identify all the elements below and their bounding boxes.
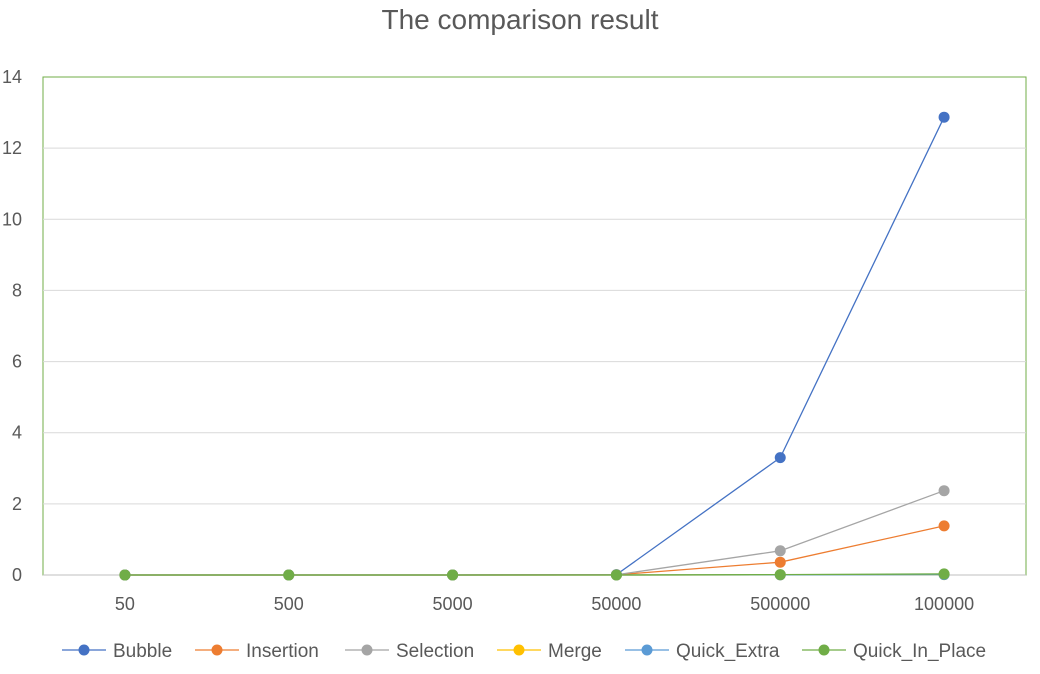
- legend-item-quick-extra: Quick_Extra: [625, 641, 780, 662]
- y-tick-label: 6: [12, 352, 22, 372]
- y-tick-label: 10: [2, 209, 22, 229]
- grid-layer: [42, 76, 1027, 576]
- legend-item-quick-in-place: Quick_In_Place: [802, 641, 986, 662]
- legend-marker: [211, 644, 223, 656]
- legend-marker: [361, 644, 373, 656]
- legend-item-insertion: Insertion: [195, 641, 319, 662]
- data-point: [938, 568, 950, 580]
- legend-item-bubble: Bubble: [62, 641, 172, 662]
- legend-label: Selection: [396, 641, 474, 662]
- axis-layer: 0 2 4 6 8 10 12 14 50 500 5000 50000 500000 100000: [2, 67, 1026, 614]
- x-tick-label: 100000: [914, 594, 974, 614]
- series-layer: [119, 111, 950, 581]
- y-tick-label: 8: [12, 280, 22, 300]
- y-tick-label: 14: [2, 67, 22, 87]
- legend-label: Merge: [548, 641, 602, 662]
- y-tick-label: 4: [12, 423, 22, 443]
- data-point: [774, 452, 786, 464]
- data-point: [774, 556, 786, 568]
- series-insertion: [119, 520, 950, 581]
- legend-label: Quick_In_Place: [853, 641, 986, 662]
- chart-title: The comparison result: [381, 4, 659, 35]
- x-tick-label: 50: [115, 594, 135, 614]
- x-tick-label: 500000: [750, 594, 810, 614]
- y-tick-label: 12: [2, 138, 22, 158]
- data-point: [938, 520, 950, 532]
- legend-marker: [818, 644, 830, 656]
- x-tick-label: 5000: [433, 594, 473, 614]
- data-point: [938, 111, 950, 123]
- legend-item-selection: Selection: [345, 641, 474, 662]
- series-line: [124, 116, 945, 576]
- data-point: [610, 569, 622, 581]
- legend-item-merge: Merge: [497, 641, 602, 662]
- data-point: [774, 545, 786, 557]
- series-line: [124, 573, 945, 576]
- legend-label: Insertion: [246, 641, 319, 662]
- legend-label: Bubble: [113, 641, 172, 662]
- legend: Bubble Insertion Selection Merge Quick_Extra…: [62, 641, 986, 662]
- series-selection: [119, 485, 950, 581]
- data-point: [774, 569, 786, 581]
- series-bubble: [119, 111, 950, 581]
- legend-marker: [641, 644, 653, 656]
- data-point: [119, 569, 131, 581]
- data-point: [938, 485, 950, 497]
- series-line: [124, 490, 945, 576]
- y-tick-label: 0: [12, 565, 22, 585]
- x-tick-label: 50000: [591, 594, 641, 614]
- legend-label: Quick_Extra: [676, 641, 780, 662]
- series-quick-in-place: [119, 568, 950, 581]
- plot-area: [42, 76, 1027, 576]
- series-line: [124, 525, 945, 576]
- data-point: [283, 569, 295, 581]
- y-tick-label: 2: [12, 494, 22, 514]
- legend-marker: [78, 644, 90, 656]
- x-tick-label: 500: [274, 594, 304, 614]
- legend-marker: [513, 644, 525, 656]
- data-point: [447, 569, 459, 581]
